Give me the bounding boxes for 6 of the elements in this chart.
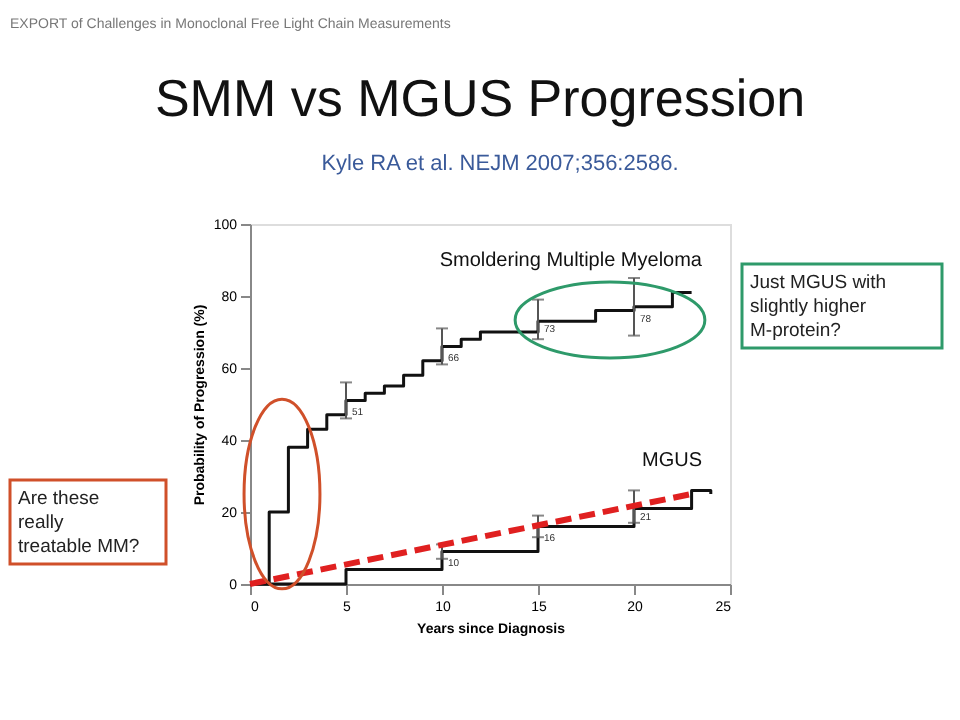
series-label: MGUS: [642, 450, 703, 472]
text: Just MGUS with slightly higher M-protein?: [750, 272, 887, 342]
chart-subtitle: Kyle RA et al. NEJM 2007;356:2586.: [321, 152, 679, 176]
text: Are these really treatable MM?: [18, 488, 140, 558]
chart-title: SMM vs MGUS Progression: [154, 68, 806, 128]
series-label: Smoldering Multiple Myeloma: [439, 250, 703, 272]
